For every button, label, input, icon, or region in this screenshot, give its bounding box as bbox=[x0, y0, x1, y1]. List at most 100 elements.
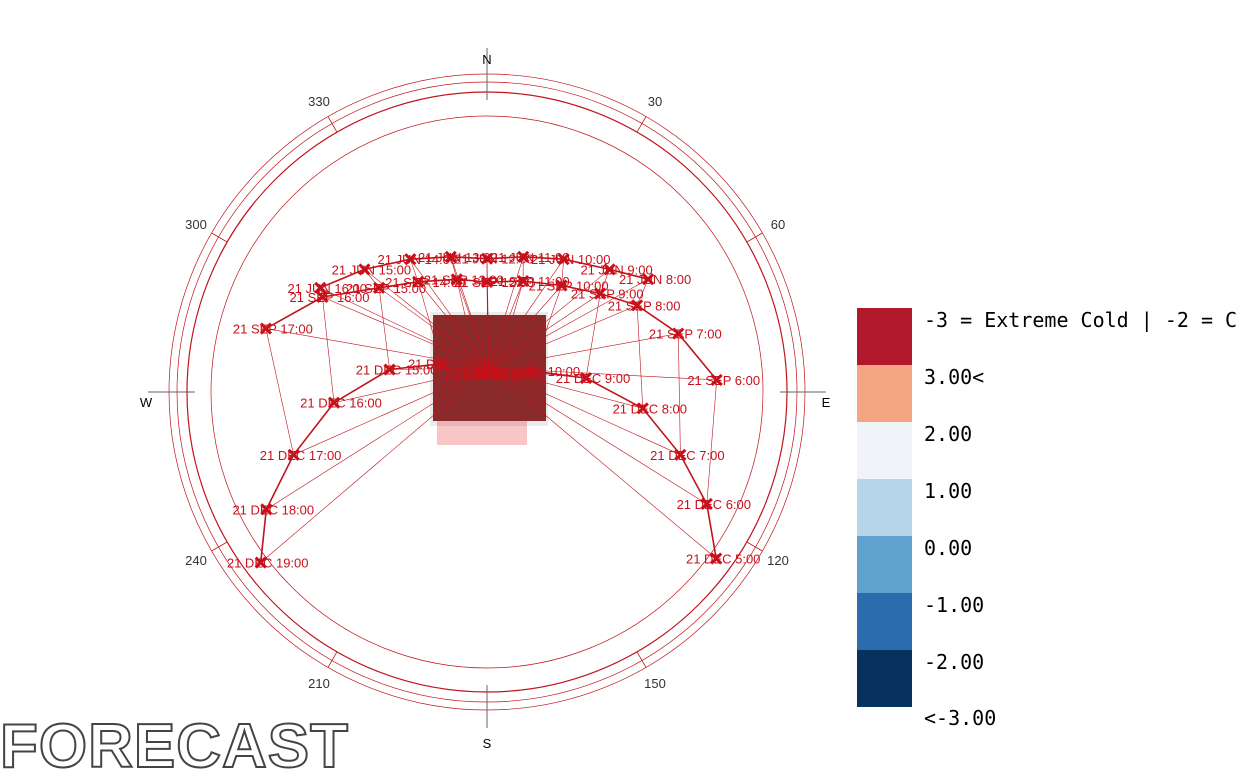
sun-position-marker bbox=[516, 274, 530, 288]
sun-position-marker bbox=[555, 279, 568, 292]
compass-south: S bbox=[483, 736, 492, 751]
legend-swatch bbox=[857, 479, 912, 536]
sun-position-marker bbox=[435, 357, 448, 370]
sun-position-marker bbox=[358, 263, 371, 276]
sun-ray bbox=[488, 305, 638, 369]
degree-label: 120 bbox=[767, 553, 789, 568]
degree-tick bbox=[327, 651, 338, 668]
sun-ray bbox=[378, 287, 490, 369]
sun-ray bbox=[488, 367, 717, 381]
sun-position-label: 21 SEP 9:00 bbox=[571, 287, 644, 302]
sun-position-label: 21 DEC 17:00 bbox=[260, 448, 342, 463]
sun-position-marker bbox=[642, 273, 655, 286]
sun-ray bbox=[260, 367, 490, 563]
sun-position-label: 21 JUN 8:00 bbox=[619, 272, 691, 287]
sun-position-marker bbox=[480, 275, 494, 289]
sun-position-marker bbox=[603, 263, 616, 276]
sun-position-label: 21 SEP 16:00 bbox=[290, 290, 370, 305]
sun-position-marker bbox=[404, 253, 417, 266]
legend-label: 1.00 bbox=[924, 479, 973, 503]
sun-position-label: 21 JUN 15:00 bbox=[332, 262, 412, 277]
sun-position-label: 21 SEP 6:00 bbox=[687, 373, 760, 388]
sun-ray bbox=[417, 281, 490, 369]
legend-swatch bbox=[857, 593, 912, 650]
sun-position-label: 21 SEP 14:00 bbox=[385, 275, 465, 290]
sun-position-marker bbox=[316, 290, 329, 304]
horizon-ring bbox=[210, 115, 764, 669]
sun-position-label: 21 DEC 15:00 bbox=[356, 363, 438, 378]
sun-position-marker bbox=[327, 396, 341, 409]
sun-position-marker bbox=[674, 448, 687, 461]
sun-position-marker bbox=[287, 448, 300, 461]
sun-position-label: 21 SEP 12:00 bbox=[454, 275, 534, 290]
sun-ray bbox=[488, 367, 587, 379]
sun-ray bbox=[322, 296, 490, 369]
legend-swatch bbox=[857, 536, 912, 593]
sun-position-marker bbox=[383, 363, 396, 376]
sun-position-marker bbox=[314, 281, 327, 294]
sun-position-label: 21 SEP 15:00 bbox=[346, 281, 426, 296]
sun-ray bbox=[293, 367, 490, 456]
degree-tick bbox=[636, 651, 647, 668]
sun-position-marker bbox=[472, 367, 485, 380]
sun-ray bbox=[488, 367, 707, 505]
sun-position-marker bbox=[481, 365, 495, 379]
sun-position-marker bbox=[631, 299, 644, 312]
sun-ray bbox=[488, 269, 610, 369]
degree-label: 210 bbox=[308, 676, 330, 691]
sun-ray bbox=[488, 333, 679, 369]
degree-label: 30 bbox=[648, 94, 662, 109]
sun-position-label: 21 DEC 10:00 bbox=[498, 364, 580, 379]
sun-position-marker bbox=[526, 364, 539, 377]
sun-position-label: 21 JUN 9:00 bbox=[580, 262, 652, 277]
legend-swatch bbox=[857, 422, 912, 479]
sun-position-label: 21 SEP 17:00 bbox=[233, 322, 313, 337]
sun-position-label: 21 SEP 11:00 bbox=[491, 274, 570, 289]
compass-labels: N S E W bbox=[140, 52, 831, 751]
sun-path-diagram: N S E W 30 60 120 150 210 240 300 330 21 JUN 12… bbox=[140, 48, 831, 751]
legend-swatch bbox=[857, 308, 912, 365]
legend-swatch bbox=[857, 650, 912, 707]
sun-ray bbox=[488, 293, 601, 369]
day-path-curve bbox=[265, 278, 718, 381]
degree-tick bbox=[746, 541, 763, 552]
hour-loop bbox=[319, 287, 335, 403]
sun-position-marker bbox=[444, 250, 457, 263]
legend-label: 2.00 bbox=[924, 422, 973, 446]
degree-tick bbox=[746, 232, 763, 243]
sun-position-marker bbox=[480, 252, 494, 265]
sun-position-marker bbox=[412, 275, 425, 288]
sun-ray bbox=[450, 256, 490, 369]
sun-position-marker bbox=[672, 327, 685, 340]
sun-ray bbox=[488, 367, 717, 559]
sun-position-label: 21 DEC 16:00 bbox=[300, 396, 382, 411]
compass-east: E bbox=[822, 395, 831, 410]
sun-position-marker bbox=[259, 322, 272, 335]
sun-position-label: 21 SEP 7:00 bbox=[649, 327, 722, 342]
sun-position-marker bbox=[517, 250, 530, 263]
sun-position-label: 21 JUN 10:00 bbox=[531, 252, 611, 267]
sun-position-marker bbox=[594, 287, 607, 300]
sun-ray bbox=[488, 367, 643, 409]
sun-ray bbox=[266, 367, 490, 510]
sun-position-marker bbox=[579, 372, 593, 385]
hour-loop bbox=[265, 328, 294, 455]
sun-position-marker bbox=[260, 503, 273, 516]
compass-north: N bbox=[482, 52, 491, 67]
legend: -3 = Extreme Cold | -2 = C 3.00< 2.00 1.… bbox=[857, 308, 1258, 730]
degree-label: 60 bbox=[771, 217, 785, 232]
sun-position-marker bbox=[700, 497, 713, 511]
sun-ray bbox=[488, 285, 562, 369]
sun-position-label: 21 SEP 13:00 bbox=[424, 272, 504, 287]
compass-west: W bbox=[140, 395, 153, 410]
sun-ray bbox=[441, 363, 490, 369]
sun-ray bbox=[456, 279, 490, 369]
sun-position-label: 21 DEC 5:00 bbox=[686, 552, 760, 567]
sun-ray bbox=[488, 278, 649, 369]
legend-label: -1.00 bbox=[924, 593, 985, 617]
sun-position-label: 21 JUN 16:00 bbox=[287, 281, 367, 296]
sun-position-label: 21 JUN 13:00 bbox=[418, 250, 498, 265]
legend-label: 3.00< bbox=[924, 365, 985, 389]
sun-position-marker bbox=[710, 552, 723, 565]
legend-bottom-label: <-3.00 bbox=[924, 706, 997, 730]
